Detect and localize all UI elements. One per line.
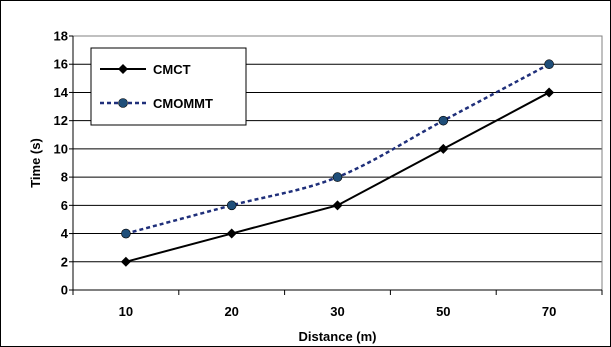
data-point-cmct xyxy=(226,228,237,239)
y-tick-label: 0 xyxy=(61,283,68,298)
data-point-cmct xyxy=(332,200,343,211)
y-tick-label: 8 xyxy=(61,170,68,185)
y-axis-title: Time (s) xyxy=(28,138,43,188)
legend: CMCT CMOMMT xyxy=(90,47,247,126)
data-point-cmct xyxy=(544,87,555,98)
data-point-cmommt xyxy=(226,200,237,211)
legend-label-cmct: CMCT xyxy=(153,62,191,77)
data-point-cmct xyxy=(120,256,131,267)
legend-marker-cmct xyxy=(118,64,128,74)
x-tick-label: 20 xyxy=(224,304,238,319)
y-tick-label: 14 xyxy=(54,85,69,100)
series-group xyxy=(120,59,555,267)
data-point-cmommt xyxy=(438,115,449,126)
y-tick-label: 2 xyxy=(61,254,68,269)
y-tick-label: 18 xyxy=(54,29,68,44)
legend-box xyxy=(90,47,247,126)
x-tick-label: 10 xyxy=(119,304,133,319)
y-tick-label: 10 xyxy=(54,141,68,156)
y-tick-label: 6 xyxy=(61,198,68,213)
x-axis-title: Distance (m) xyxy=(298,329,376,344)
y-tick-label: 16 xyxy=(54,57,68,72)
x-tick-label: 30 xyxy=(330,304,344,319)
x-tick-label: 50 xyxy=(436,304,450,319)
data-point-cmommt xyxy=(332,172,343,182)
y-tick-label: 12 xyxy=(54,113,68,128)
legend-label-cmommt: CMOMMT xyxy=(153,96,213,111)
y-tick-label: 4 xyxy=(61,226,69,241)
data-point-cmommt xyxy=(544,59,554,70)
data-point-cmct xyxy=(438,143,449,154)
y-axis: 0 2 4 6 8 10 12 14 16 18 xyxy=(54,29,74,298)
legend-marker-cmommt xyxy=(118,98,128,108)
x-axis: 10 20 30 50 70 xyxy=(72,289,603,319)
x-tick-label: 70 xyxy=(542,304,556,319)
data-point-cmommt xyxy=(121,228,131,239)
